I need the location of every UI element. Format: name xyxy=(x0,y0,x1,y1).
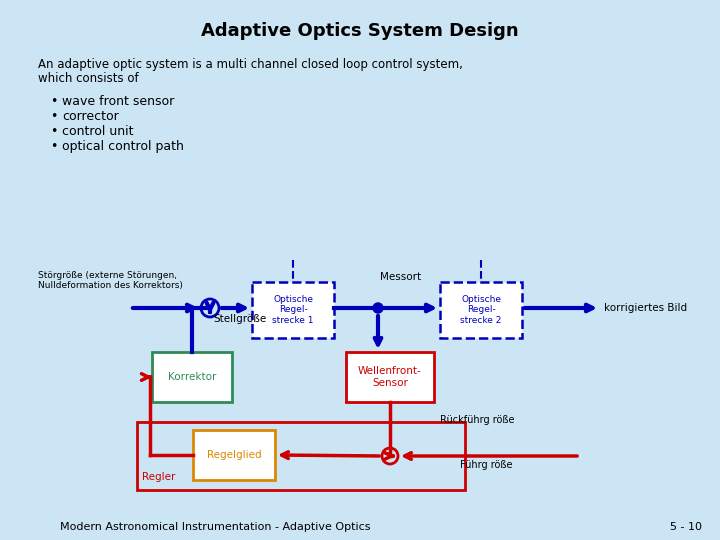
Bar xyxy=(440,282,522,338)
Text: Korrektor: Korrektor xyxy=(168,372,216,382)
Text: Rückführg röße: Rückführg röße xyxy=(440,415,515,425)
Text: Modern Astronomical Instrumentation - Adaptive Optics: Modern Astronomical Instrumentation - Ad… xyxy=(60,522,371,532)
Text: Führg röße: Führg röße xyxy=(460,460,513,470)
Bar xyxy=(193,430,275,480)
Text: •: • xyxy=(50,125,58,138)
Text: Stellgröße: Stellgröße xyxy=(213,314,266,324)
Text: An adaptive optic system is a multi channel closed loop control system,: An adaptive optic system is a multi chan… xyxy=(38,58,463,71)
Text: which consists of: which consists of xyxy=(38,72,139,85)
Text: korrigiertes Bild: korrigiertes Bild xyxy=(604,303,687,313)
Text: •: • xyxy=(50,110,58,123)
Text: wave front sensor: wave front sensor xyxy=(62,95,174,108)
Text: 5 - 10: 5 - 10 xyxy=(670,522,702,532)
Text: Regler: Regler xyxy=(142,472,176,482)
Text: corrector: corrector xyxy=(62,110,119,123)
Text: Adaptive Optics System Design: Adaptive Optics System Design xyxy=(201,22,519,40)
Text: •: • xyxy=(50,95,58,108)
Text: Regelglied: Regelglied xyxy=(207,450,261,460)
Text: Nulldeformation des Korrektors): Nulldeformation des Korrektors) xyxy=(38,281,183,290)
Bar xyxy=(346,352,434,402)
Text: optical control path: optical control path xyxy=(62,140,184,153)
Bar xyxy=(252,282,334,338)
Text: Optische
Regel-
strecke 1: Optische Regel- strecke 1 xyxy=(272,295,314,325)
Bar xyxy=(137,422,465,490)
Text: Messort: Messort xyxy=(380,272,421,282)
Bar xyxy=(152,352,232,402)
Text: •: • xyxy=(50,140,58,153)
Text: Wellenfront-
Sensor: Wellenfront- Sensor xyxy=(358,366,422,388)
Text: Störgröße (externe Störungen,: Störgröße (externe Störungen, xyxy=(38,271,177,280)
Text: -: - xyxy=(385,447,389,457)
Text: Optische
Regel-
strecke 2: Optische Regel- strecke 2 xyxy=(460,295,502,325)
Text: control unit: control unit xyxy=(62,125,133,138)
Circle shape xyxy=(373,303,383,313)
